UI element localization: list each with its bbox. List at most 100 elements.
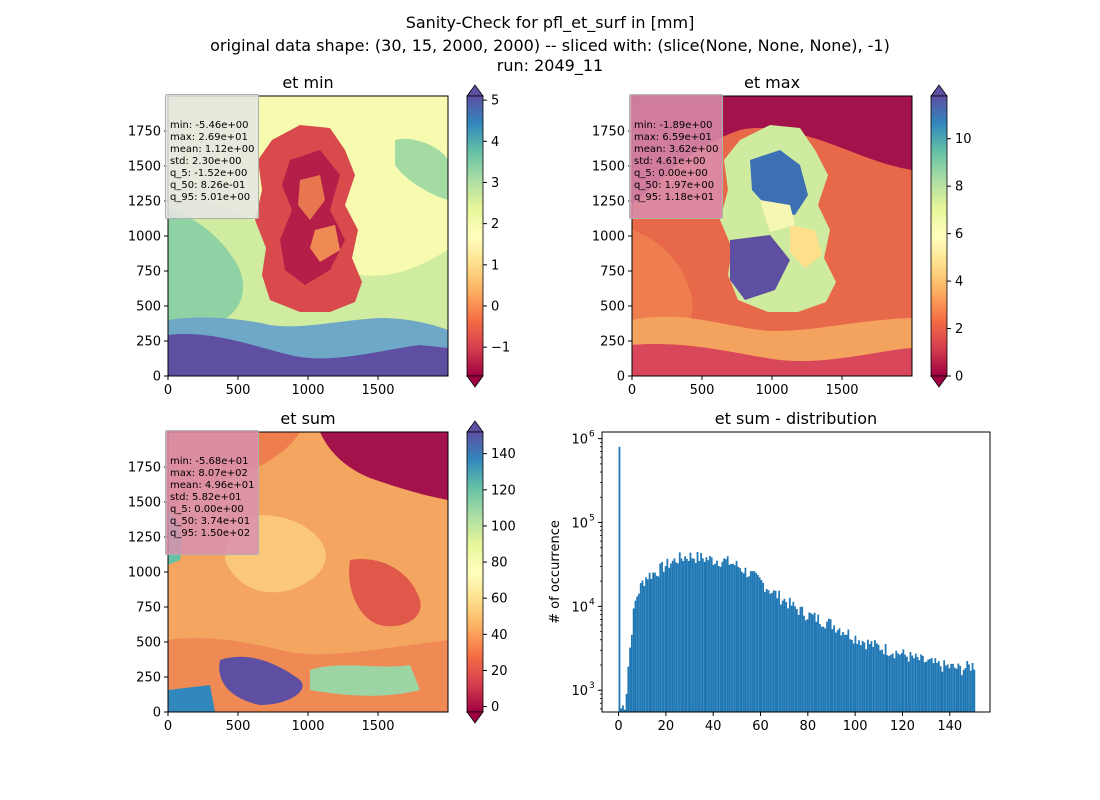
et-sum-x-tick-label: 1500	[361, 719, 394, 734]
histogram-bar	[953, 667, 956, 712]
et-sum-y-tick-label: 250	[136, 671, 161, 686]
histogram-bar	[785, 601, 788, 712]
et-max-y-tick-label: 750	[600, 265, 625, 280]
histogram-bar	[863, 642, 866, 712]
stat-line: min: -1.89e+00	[634, 120, 713, 131]
et-sum-y-tick-label: 1500	[128, 496, 161, 511]
histogram-bar	[639, 582, 642, 712]
histogram-bar	[879, 650, 882, 712]
et-max-colorbar-bar	[930, 95, 948, 377]
stat-line: mean: 3.62e+00	[634, 144, 719, 155]
histogram-bar	[774, 590, 777, 712]
stat-line: min: -5.46e+00	[170, 120, 249, 131]
histogram-bar	[673, 558, 676, 712]
et-min-x-tick-label: 0	[164, 383, 172, 398]
histogram-bar	[755, 572, 757, 712]
stat-line: q_5: 0.00e+00	[170, 504, 244, 515]
et-max-colorbar-ticks: 0 2 4 6 8 10	[947, 132, 972, 385]
histogram-bar	[906, 656, 908, 712]
et-min-y-tick-label: 1750	[128, 125, 161, 140]
histogram-title: et sum - distribution	[715, 409, 877, 428]
histogram-bar	[849, 639, 852, 712]
histogram-bar	[845, 634, 848, 712]
et-min-colorbar-bar	[466, 95, 484, 377]
histogram-bar	[861, 640, 864, 712]
histogram-x-tick-label: 60	[752, 719, 769, 734]
stat-line: std: 2.30e+00	[170, 156, 242, 167]
histogram-bar	[707, 560, 710, 712]
et-sum-colorbar-tick-label: 40	[491, 628, 508, 643]
et-min-y-tick-label: 1000	[128, 230, 161, 245]
histogram-bar	[946, 664, 949, 712]
stat-line: q_95: 1.18e+01	[634, 192, 715, 203]
et-min-colorbar-tick-label: 1	[491, 258, 499, 273]
histogram-bar	[971, 663, 974, 712]
et-max-y-tick-label: 1500	[592, 160, 625, 175]
et-min-stats-box: min: -5.46e+00 max: 2.69e+01 mean: 1.12e+0…	[165, 94, 260, 219]
histogram-bar	[620, 708, 623, 712]
et-min-colorbar-ticks: −1 0 1 2 3 4 5	[483, 94, 510, 356]
histogram-bar	[936, 662, 938, 712]
histogram-bar	[694, 562, 697, 712]
histogram-y-tick-label: 10	[571, 684, 588, 699]
histogram-bar	[847, 629, 850, 712]
et-min-title: et min	[282, 73, 333, 92]
histogram-bar	[746, 577, 749, 712]
histogram-bar	[797, 614, 800, 712]
histogram-bar	[643, 585, 646, 712]
histogram-bar	[646, 579, 649, 712]
histogram-y-tick-exponent: 5	[589, 514, 595, 524]
histogram-bar	[634, 600, 637, 712]
histogram-bar	[859, 645, 862, 712]
stat-line: std: 4.61e+00	[634, 156, 706, 167]
et-sum-y-tick-label: 1250	[128, 531, 161, 546]
histogram-bar	[957, 663, 960, 712]
histogram-bar	[701, 558, 704, 712]
et-sum-colorbar-tick-label: 20	[491, 664, 508, 679]
histogram-bar	[916, 656, 919, 712]
histogram-bar	[762, 582, 765, 712]
histogram-bar	[740, 571, 743, 712]
histogram-bar	[696, 551, 699, 712]
histogram-bar	[870, 641, 873, 712]
histogram-bar	[680, 558, 683, 712]
histogram-bar	[732, 563, 734, 712]
histogram-bar	[657, 576, 660, 712]
et-min-x-tick-label: 500	[226, 383, 251, 398]
et-max-colorbar-tick-label: 10	[955, 132, 972, 147]
histogram-bar	[865, 649, 867, 712]
histogram-bar	[714, 563, 717, 712]
histogram-bar	[767, 590, 770, 712]
stat-line: max: 8.07e+02	[170, 468, 248, 479]
histogram-bar	[756, 574, 759, 712]
histogram-bar	[962, 669, 965, 712]
et-sum-colorbar-tick-label: 100	[491, 519, 516, 534]
histogram-bar	[939, 666, 942, 712]
et-min-y-tick-label: 750	[136, 265, 161, 280]
et-max-colorbar-tick-label: 6	[955, 227, 963, 242]
histogram-bar	[772, 590, 775, 712]
histogram-bar	[684, 556, 686, 712]
histogram-x-tick-label: 120	[890, 719, 915, 734]
histogram-bar	[801, 606, 804, 712]
histogram-bar	[874, 640, 876, 712]
histogram-bar	[650, 578, 653, 712]
et-min-colorbar-tick-label: −1	[491, 341, 510, 356]
stat-line: max: 6.59e+01	[634, 132, 712, 143]
histogram-y-tick-label: 10	[571, 433, 588, 448]
histogram-bar	[914, 653, 917, 712]
histogram-bar	[913, 658, 915, 712]
et-max-colorbar-extend-min	[930, 375, 948, 388]
histogram-bar	[778, 590, 781, 712]
histogram-bar	[689, 552, 692, 712]
histogram-bar	[783, 598, 786, 712]
histogram-bar	[918, 660, 921, 712]
histogram-bar	[941, 671, 944, 712]
histogram-bar	[900, 653, 903, 712]
histogram-bar	[945, 665, 947, 712]
et-sum-colorbar: 0 20 40 60 80 100 120 140	[466, 420, 516, 724]
histogram-bar	[693, 558, 695, 712]
et-min-colorbar-extend-max	[466, 84, 484, 97]
histogram-bar	[827, 618, 830, 712]
histogram-bar	[881, 649, 883, 712]
